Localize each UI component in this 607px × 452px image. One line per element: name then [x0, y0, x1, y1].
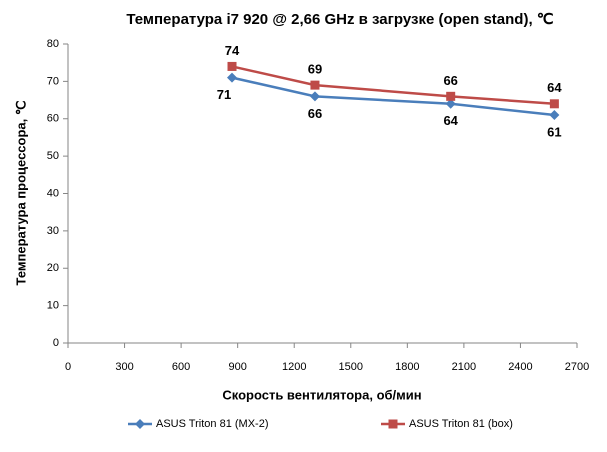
data-point	[549, 99, 559, 109]
series-line	[231, 76, 555, 117]
x-tick-label: 900	[228, 361, 246, 373]
data-label: 74	[225, 43, 240, 58]
x-tick-label: 600	[172, 361, 190, 373]
data-label: 69	[308, 62, 322, 77]
data-point	[310, 80, 320, 90]
data-point	[549, 110, 560, 121]
data-label: 66	[443, 73, 457, 88]
y-tick-label: 30	[47, 225, 59, 237]
y-tick-label: 40	[47, 187, 59, 199]
y-tick-label: 60	[47, 113, 59, 125]
data-point	[445, 98, 456, 109]
legend-marker	[135, 419, 145, 429]
y-tick-label: 70	[47, 75, 59, 87]
x-tick-label: 1500	[339, 361, 363, 373]
x-tick-label: 0	[65, 361, 71, 373]
x-tick-label: 2400	[508, 361, 532, 373]
y-tick-label: 80	[47, 38, 59, 50]
x-tick-label: 300	[115, 361, 133, 373]
legend-label: ASUS Triton 81 (MX-2)	[156, 418, 268, 430]
legend-label: ASUS Triton 81 (box)	[409, 418, 513, 430]
series-line	[231, 65, 555, 106]
data-label: 64	[547, 80, 562, 95]
data-label: 71	[217, 87, 231, 102]
y-tick-label: 10	[47, 300, 59, 312]
data-point	[309, 91, 320, 102]
y-axis-label: Температура процессора, ℃	[13, 101, 28, 286]
data-point	[446, 91, 456, 101]
x-tick-label: 1800	[395, 361, 419, 373]
x-tick-label: 1200	[282, 361, 306, 373]
data-point	[227, 72, 238, 83]
x-tick-label: 2700	[565, 361, 589, 373]
data-label: 64	[443, 113, 458, 128]
chart-title: Температура i7 920 @ 2,66 GHz в загрузке…	[126, 11, 553, 28]
y-tick-label: 0	[53, 337, 59, 349]
legend-marker	[388, 419, 398, 429]
x-axis-label: Скорость вентилятора, об/мин	[222, 387, 421, 402]
data-label: 61	[547, 124, 561, 139]
y-tick-label: 20	[47, 262, 59, 274]
data-point	[227, 61, 237, 71]
data-label: 66	[308, 106, 322, 121]
x-tick-label: 2100	[452, 361, 476, 373]
y-tick-label: 50	[47, 150, 59, 162]
